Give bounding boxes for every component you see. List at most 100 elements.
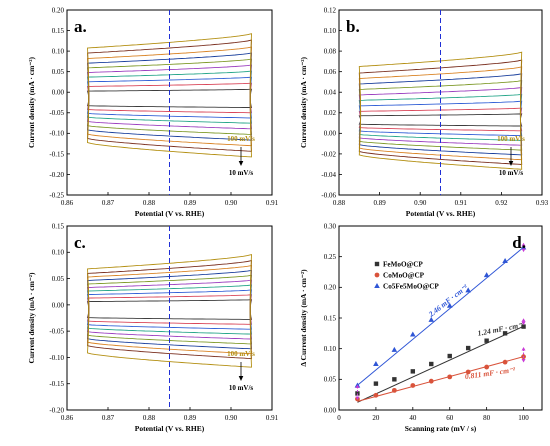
panel-b: 0.88 0.89 0.90 0.91 0.92 0.93 -0.06 -0.04 -0.02 0… — [299, 6, 549, 218]
panel-d: 0 20 40 60 80 100 0.00 0.05 0.10 0.15 0.20 0.25 0.30… — [299, 222, 543, 433]
x-axis-label: Potential (V vs. RHE) — [135, 424, 205, 433]
annotation-low-rate: 10 mV/s — [229, 169, 254, 177]
data-point — [374, 261, 380, 267]
annotation-high-rate: 100 mV/s — [227, 135, 255, 143]
data-point — [484, 364, 490, 370]
data-point — [428, 316, 435, 322]
annotation-high-rate: 100 mV/s — [227, 350, 255, 358]
x-tick-label: 0.92 — [495, 199, 508, 207]
x-tick-label: 0.88 — [143, 414, 156, 422]
range-arrow-up-icon — [521, 242, 526, 247]
x-tick-label: 0.91 — [455, 199, 468, 207]
y-tick-label: 0.10 — [324, 345, 337, 353]
y-tick-label: -0.06 — [321, 191, 336, 199]
annotation-low-rate: 10 mV/s — [499, 169, 524, 177]
y-axis-label: Δ Current density (mA · cm⁻²) — [299, 269, 308, 367]
y-tick-label: -0.05 — [49, 109, 64, 117]
data-point — [410, 331, 416, 337]
data-point — [465, 287, 471, 293]
cv-curve — [86, 294, 253, 325]
data-point — [391, 346, 398, 352]
y-tick-label: -0.02 — [321, 150, 336, 158]
x-tick-label: 0.89 — [184, 414, 197, 422]
data-point — [465, 345, 471, 351]
data-point — [428, 378, 434, 384]
y-tick-label: 0.05 — [52, 275, 65, 283]
range-arrow-up-icon — [521, 347, 526, 351]
range-arrow-down-icon — [521, 321, 526, 326]
cv-curve — [87, 33, 252, 158]
x-axis-label: Potential (V vs. RHE) — [406, 209, 476, 218]
arrow-head-icon — [508, 161, 514, 166]
legend-entry: CoMoO@CP — [383, 272, 425, 280]
range-arrow-up-icon — [355, 384, 360, 388]
y-tick-label: -0.25 — [49, 191, 64, 199]
y-tick-label: 0.02 — [324, 109, 337, 117]
data-point — [465, 369, 471, 375]
y-tick-label: 0.12 — [324, 6, 337, 14]
panel-label: c. — [74, 233, 86, 252]
y-tick-label: -0.15 — [49, 380, 64, 388]
cv-curve — [358, 66, 523, 161]
x-tick-label: 0.87 — [102, 199, 115, 207]
cv-curve — [86, 82, 253, 114]
data-point — [429, 361, 434, 367]
x-tick-label: 0.90 — [225, 414, 238, 422]
slope-label: 0.811 mF · cm⁻² — [464, 365, 516, 381]
data-point — [410, 369, 416, 374]
data-point — [392, 377, 397, 382]
data-point — [483, 272, 490, 278]
y-tick-label: -0.10 — [49, 130, 64, 138]
y-tick-label: -0.04 — [321, 171, 336, 179]
y-tick-label: 0.20 — [52, 6, 65, 14]
y-axis-label: Current density (mA · cm⁻²) — [27, 272, 36, 364]
y-tick-label: 0.15 — [52, 27, 65, 35]
data-point — [410, 383, 416, 388]
x-tick-label: 60 — [446, 414, 454, 422]
range-arrow-up-icon — [521, 318, 526, 322]
data-point — [373, 392, 379, 398]
x-axis-label: Potential (V vs. RHE) — [135, 209, 205, 218]
x-tick-label: 40 — [409, 414, 417, 422]
y-tick-label: 0.00 — [52, 301, 65, 309]
data-point — [355, 391, 360, 396]
y-axis-label: Current density (mA · cm⁻²) — [27, 56, 36, 148]
annotation-high-rate: 100 mV/s — [497, 135, 525, 143]
data-point — [373, 381, 379, 386]
y-axis-label: Current density (mA · cm⁻²) — [299, 56, 308, 148]
data-point — [502, 359, 508, 365]
data-point — [502, 331, 508, 336]
range-arrow-down-icon — [355, 396, 360, 400]
data-point — [502, 257, 508, 263]
y-tick-label: 0.05 — [324, 376, 337, 384]
data-point — [391, 387, 397, 393]
data-point — [446, 302, 453, 308]
x-tick-label: 0.90 — [225, 199, 238, 207]
data-point — [484, 338, 489, 343]
x-tick-label: 0.86 — [61, 414, 74, 422]
data-point — [373, 361, 379, 366]
plot-frame — [338, 225, 543, 411]
cv-curve — [86, 76, 253, 119]
cv-curve — [358, 113, 523, 127]
data-point — [447, 353, 452, 359]
y-tick-label: 0.00 — [52, 89, 65, 97]
fit-line — [357, 246, 524, 386]
arrow-head-icon — [238, 376, 244, 381]
cv-curve — [86, 299, 253, 320]
x-tick-label: 100 — [518, 414, 529, 422]
x-tick-label: 0.91 — [266, 414, 279, 422]
y-tick-label: -0.15 — [49, 150, 64, 158]
range-arrow-down-icon — [521, 359, 526, 363]
panel-label: d. — [512, 233, 526, 252]
panel-label: a. — [74, 17, 87, 36]
data-point — [447, 374, 453, 380]
cv-curve — [87, 254, 252, 368]
y-tick-label: 0.10 — [52, 48, 65, 56]
data-point — [521, 324, 526, 329]
y-tick-label: 0.06 — [324, 68, 337, 76]
y-tick-label: -0.10 — [49, 354, 64, 362]
y-tick-label: 0.00 — [324, 130, 337, 138]
y-tick-label: -0.20 — [49, 406, 64, 414]
